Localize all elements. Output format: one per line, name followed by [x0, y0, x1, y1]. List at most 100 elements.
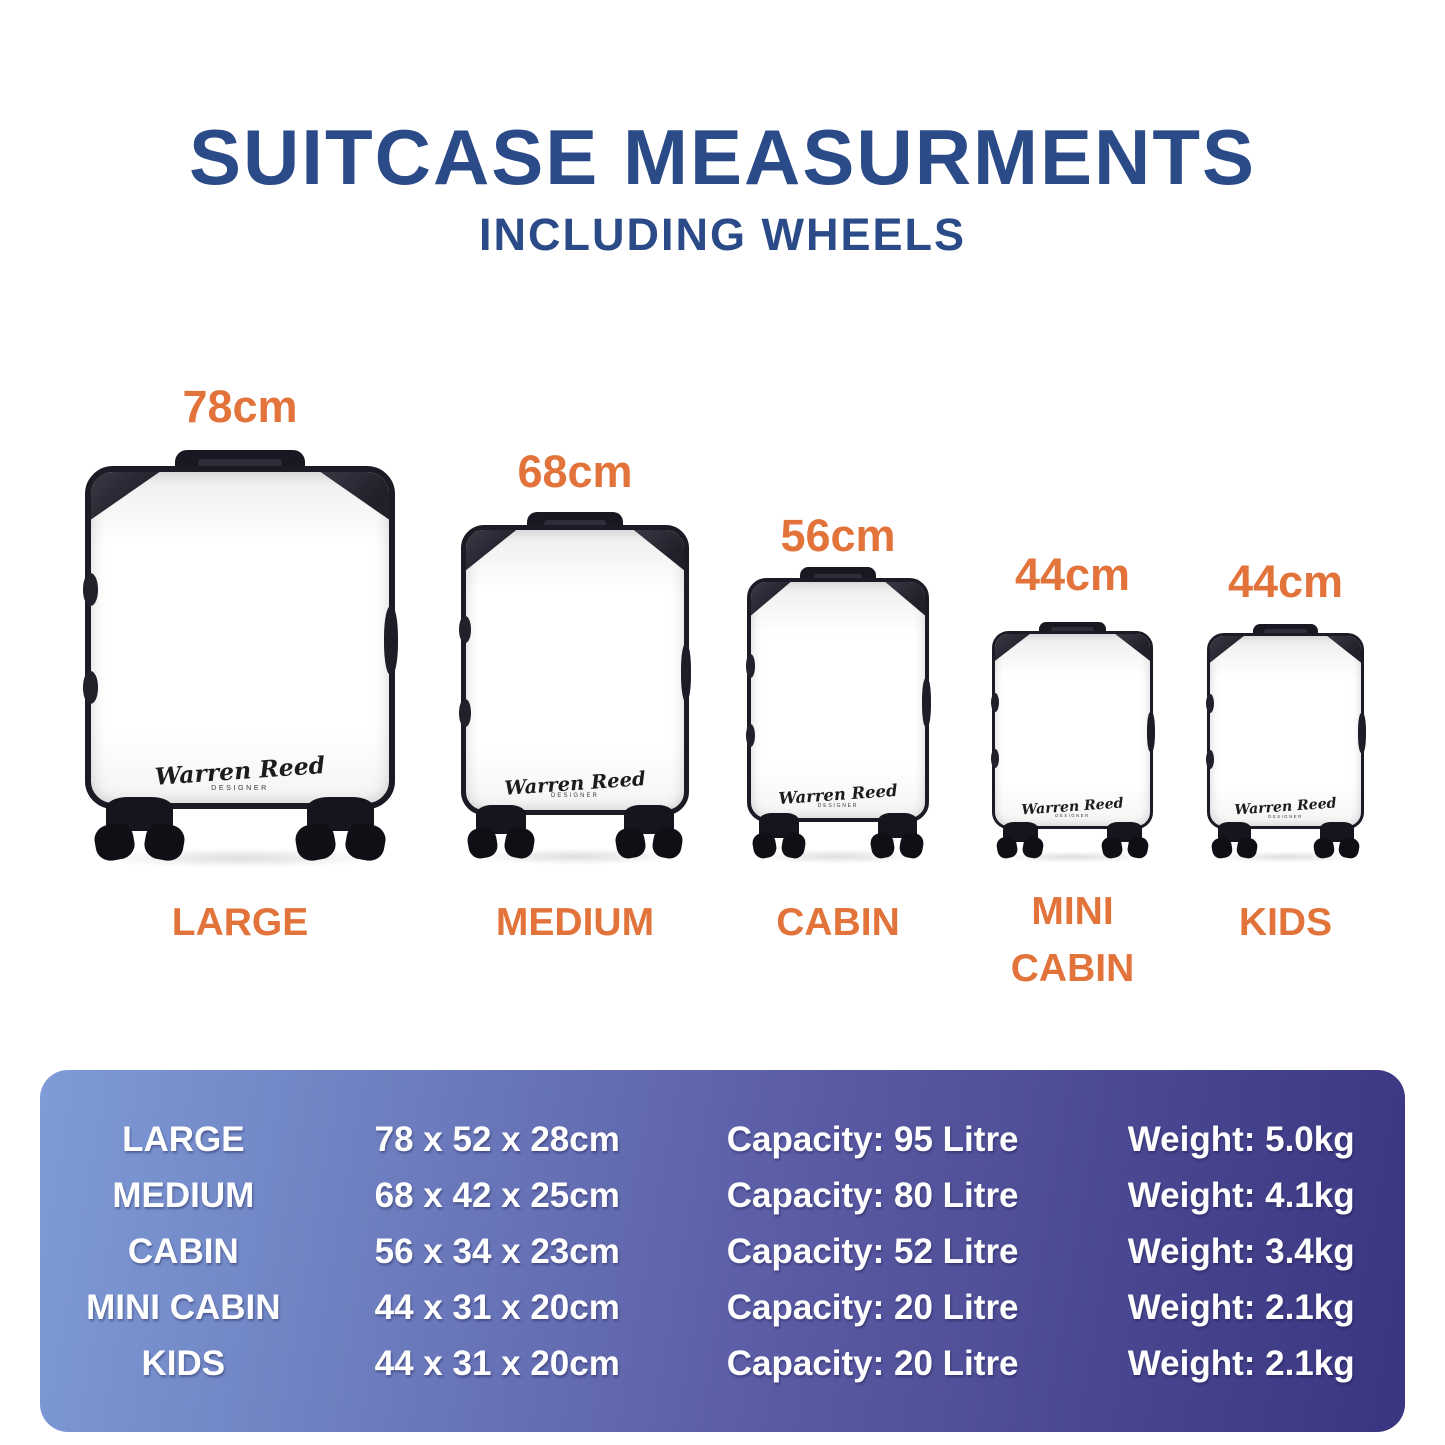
wheel-tyre — [343, 821, 389, 864]
category-label-medium: MEDIUM — [495, 901, 655, 944]
wheel-tyre — [1100, 835, 1124, 860]
height-label-medium: 68cm — [517, 446, 633, 497]
row-name: MEDIUM — [112, 1175, 255, 1215]
brand-subtext: DESIGNER — [1055, 813, 1090, 819]
side-handle-icon — [680, 643, 692, 703]
side-latch-icon — [990, 692, 999, 712]
wheel-tyre — [1126, 835, 1150, 860]
height-label-kids: 44cm — [1227, 556, 1344, 607]
wheel-tyre — [1312, 836, 1336, 860]
side-latch-icon — [82, 671, 99, 705]
table-row-large: LARGE 78 x 52 x 28cm Capacity: 95 Litre … — [40, 1122, 1405, 1157]
suitcase-body: Warren Reed DESIGNER — [461, 525, 689, 815]
side-handle-icon — [922, 677, 931, 728]
wheel-tyre — [502, 825, 537, 861]
wheel-icon — [1312, 822, 1361, 860]
brand-subtext: DESIGNER — [211, 782, 269, 792]
wheel-tyre — [650, 825, 685, 861]
corner-guard-icon — [91, 471, 162, 521]
category-label-mini-cabin: MINI CABIN — [1010, 890, 1135, 990]
corner-guard-icon — [466, 530, 518, 572]
table-row-cabin: CABIN 56 x 34 x 23cm Capacity: 52 Litre … — [40, 1234, 1405, 1269]
side-handle-icon — [1358, 712, 1366, 753]
corner-guard-icon — [1113, 633, 1150, 662]
wheel-icon — [1100, 821, 1150, 860]
height-label-mini-cabin: 44cm — [1014, 549, 1131, 600]
side-latch-icon — [1205, 750, 1214, 770]
side-latch-icon — [82, 573, 99, 606]
side-latch-icon — [745, 724, 755, 748]
row-capacity: Capacity: 95 Litre — [726, 1119, 1019, 1159]
row-capacity: Capacity: 20 Litre — [726, 1287, 1019, 1327]
brand-subtext: DESIGNER — [817, 803, 859, 810]
brand-subtext: DESIGNER — [551, 793, 599, 799]
row-weight: Weight: 2.1kg — [1127, 1287, 1355, 1327]
suitcase-body: Warren Reed DESIGNER — [85, 465, 395, 809]
wheel-icon — [293, 797, 389, 864]
row-capacity: Capacity: 20 Litre — [726, 1343, 1019, 1383]
height-label-cabin: 56cm — [780, 510, 896, 561]
floor-shadow — [1213, 850, 1358, 863]
brand-signature: Warren Reed DESIGNER — [466, 767, 684, 800]
side-latch-icon — [745, 654, 755, 678]
row-weight: Weight: 4.1kg — [1127, 1175, 1355, 1215]
wheel-tyre — [1337, 836, 1361, 860]
table-row-mini-cabin: MINI CABIN 44 x 31 x 20cm Capacity: 20 L… — [40, 1290, 1405, 1325]
category-label-cabin: CABIN — [776, 901, 900, 944]
category-label-kids: KIDS — [1238, 901, 1333, 944]
wheel-tyre — [142, 821, 187, 864]
row-name: MINI CABIN — [86, 1287, 281, 1327]
page-subtitle: INCLUDING WHEELS — [479, 209, 966, 260]
wheel-icon — [613, 804, 685, 861]
height-label-large: 78cm — [182, 381, 298, 432]
suitcase-large: Warren Reed DESIGNER — [82, 450, 399, 869]
wheel-tyre — [1235, 836, 1259, 860]
suitcase-kids: Warren Reed DESIGNER — [1205, 624, 1366, 863]
row-dimensions: 44 x 31 x 20cm — [374, 1343, 620, 1383]
side-handle-icon — [1147, 711, 1155, 752]
row-dimensions: 56 x 34 x 23cm — [374, 1231, 620, 1271]
corner-guard-icon — [1210, 635, 1246, 664]
wheel-tyre — [898, 830, 926, 860]
suitcase-cabin: Warren Reed DESIGNER — [745, 567, 931, 864]
brand-signature: Warren Reed DESIGNER — [751, 781, 925, 810]
wheel-tyre — [1210, 836, 1234, 860]
suitcase-mini-cabin: Warren Reed DESIGNER — [990, 622, 1155, 863]
suitcase-medium: Warren Reed DESIGNER — [459, 512, 692, 865]
suitcase-body: Warren Reed DESIGNER — [1207, 632, 1364, 829]
wheel-tyre — [780, 830, 808, 860]
row-name: KIDS — [141, 1343, 226, 1383]
row-weight: Weight: 2.1kg — [1127, 1343, 1355, 1383]
row-weight: Weight: 5.0kg — [1127, 1119, 1355, 1159]
brand-signature: Warren Reed DESIGNER — [91, 751, 389, 792]
corner-guard-icon — [995, 633, 1032, 662]
wheel-icon — [995, 821, 1045, 860]
wheel-icon — [91, 797, 187, 864]
row-capacity: Capacity: 80 Litre — [726, 1175, 1019, 1215]
row-name: LARGE — [122, 1119, 245, 1159]
suitcase-body: Warren Reed DESIGNER — [747, 578, 929, 822]
row-capacity: Capacity: 52 Litre — [726, 1231, 1019, 1271]
table-row-kids: KIDS 44 x 31 x 20cm Capacity: 20 Litre W… — [40, 1346, 1405, 1381]
corner-guard-icon — [884, 582, 925, 617]
floor-shadow — [998, 850, 1147, 863]
wheel-icon — [750, 813, 808, 860]
corner-guard-icon — [318, 471, 389, 521]
row-dimensions: 68 x 42 x 25cm — [374, 1175, 620, 1215]
corner-guard-icon — [1325, 635, 1361, 664]
row-dimensions: 78 x 52 x 28cm — [374, 1119, 620, 1159]
wheel-tyre — [1021, 835, 1045, 860]
brand-signature: Warren Reed DESIGNER — [995, 795, 1150, 819]
brand-subtext: DESIGNER — [1268, 813, 1303, 819]
wheel-icon — [1210, 822, 1259, 860]
wheel-icon — [465, 804, 537, 861]
side-latch-icon — [459, 615, 471, 644]
wheel-icon — [868, 813, 926, 860]
category-label-large: LARGE — [171, 901, 309, 944]
row-weight: Weight: 3.4kg — [1127, 1231, 1355, 1271]
corner-guard-icon — [751, 582, 792, 617]
wheel-tyre — [91, 821, 137, 864]
side-latch-icon — [1205, 694, 1214, 713]
spec-table: LARGE 78 x 52 x 28cm Capacity: 95 Litre … — [40, 1070, 1405, 1432]
